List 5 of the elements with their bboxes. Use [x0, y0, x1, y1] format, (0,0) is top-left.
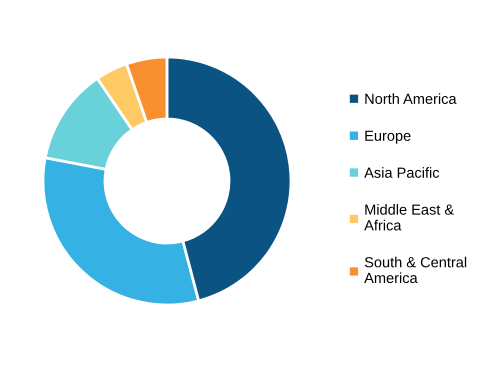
legend-label: North America: [365, 93, 457, 104]
legend-label: Europe: [365, 130, 411, 144]
legend-label: Middle East & Africa: [364, 204, 454, 230]
legend-label: South & Central America: [364, 256, 466, 284]
legend-label: Asia Pacific: [364, 167, 440, 178]
